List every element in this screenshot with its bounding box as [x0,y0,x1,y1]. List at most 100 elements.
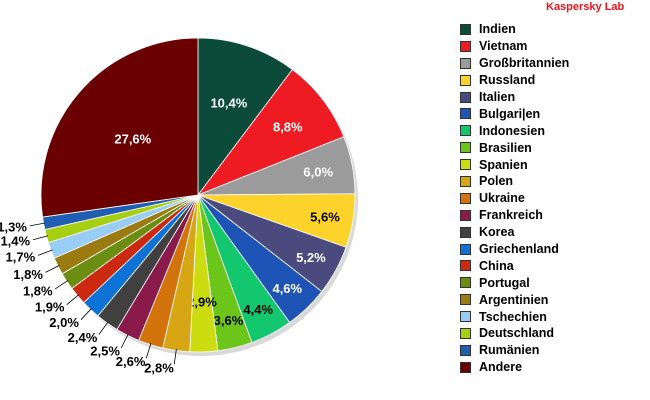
legend-item: Indonesien [460,122,569,139]
slice-label: 2,8% [144,360,174,375]
slice-label: 1,8% [23,284,53,299]
leader-line [173,348,177,365]
legend-swatch [460,74,471,86]
legend-label: Italien [479,90,516,104]
legend-label: Großbritannien [479,56,570,71]
legend-swatch [460,294,471,306]
legend-swatch [460,142,471,154]
leader-line [98,321,109,335]
legend-label: China [479,258,514,273]
legend-item: Korea [460,224,569,241]
pie-slice [197,37,293,197]
leader-line [29,222,46,227]
legend-item: China [460,257,569,274]
slice-label: 8,8% [273,119,303,134]
legend-item: Tschechien [460,308,569,325]
legend-label: Deutschland [479,326,555,341]
leader-line [66,294,79,306]
legend-item: Polen [460,173,569,190]
legend-swatch [460,277,471,289]
legend-label: Russland [479,73,536,88]
slice-label: 3,6% [214,313,244,328]
legend-item: Indien [460,21,569,38]
slice-label: 2,4% [68,330,98,345]
legend-label: Rumänien [479,343,540,358]
slice-label: 10,4% [210,96,247,111]
legend-swatch [460,226,471,238]
leader-line [54,280,69,290]
slice-label: 1,4% [0,234,30,249]
legend-label: Polen [479,174,514,189]
legend-swatch [460,91,471,103]
slice-label: 4,6% [272,281,302,296]
slice-label: 1,7% [6,250,36,265]
legend-swatch [460,192,471,204]
legend-item: Spanien [460,156,569,173]
legend-item: Frankreich [460,207,569,224]
legend-swatch [460,260,471,272]
slice-label: 2,6% [116,354,146,369]
legend-item: Andere [460,359,569,376]
legend-swatch [460,40,471,52]
slice-label: 2,5% [90,344,120,359]
legend-label: Frankreich [479,208,543,223]
legend-swatch [460,344,471,356]
legend-item: Italien [460,89,569,106]
legend-swatch [460,361,471,373]
slice-label: 4,4% [243,302,273,317]
slice-label: 5,2% [296,250,326,265]
legend-label: Brasilien [479,140,532,155]
legend-swatch [460,125,471,137]
legend-label: Ukraine [479,191,525,206]
legend-swatch [460,327,471,339]
leader-line [45,265,60,273]
legend-item: Großbritannien [460,55,569,72]
legend-item: Deutschland [460,325,569,342]
legend-item: Ukraine [460,190,569,207]
legend-item: Griechenland [460,241,569,258]
legend-item: Brasilien [460,139,569,156]
legend-swatch [460,57,471,69]
legend-label: Argentinien [479,292,549,307]
slice-label: 1,8% [13,267,43,282]
slice-label: 6,0% [303,164,333,179]
legend-label: Vietnam [479,39,528,54]
legend-label: Griechenland [479,242,559,257]
legend-label: Tschechien [479,309,547,324]
legend-label: Portugal [479,275,530,290]
brand-label: Kaspersky Lab [546,1,625,13]
legend-swatch [460,23,471,35]
leader-line [145,343,152,359]
pie-slice [40,37,199,218]
legend-item: Bulgari|en [460,105,569,122]
slice-label: 2,0% [49,315,79,330]
legend-label: Spanien [479,157,528,172]
slice-label: 1,3% [0,219,27,234]
legend-label: Korea [479,225,515,240]
legend-label: Indien [479,22,516,37]
legend-label: Bulgari|en [479,106,541,121]
legend-label: Andere [479,360,523,375]
chart-legend: Indien Vietnam Großbritannien Russland Itali… [460,21,569,376]
legend-item: Vietnam [460,38,569,55]
slice-label: 27,6% [114,131,151,146]
legend-item: Rumänien [460,342,569,359]
slice-label: 5,6% [310,209,340,224]
legend-item: Argentinien [460,291,569,308]
legend-swatch [460,209,471,221]
leader-line [80,308,92,320]
leader-line [120,333,129,348]
pie-slice [196,68,345,196]
slice-label: 1,9% [35,300,65,315]
legend-label: Indonesien [479,123,545,138]
leader-line [37,249,53,256]
legend-swatch [460,175,471,187]
slice-label: 2,9% [187,295,217,310]
legend-item: Russland [460,72,569,89]
leader-line [32,235,49,241]
legend-swatch [460,108,471,120]
legend-item: Portugal [460,274,569,291]
legend-swatch [460,243,471,255]
legend-swatch [460,159,471,171]
